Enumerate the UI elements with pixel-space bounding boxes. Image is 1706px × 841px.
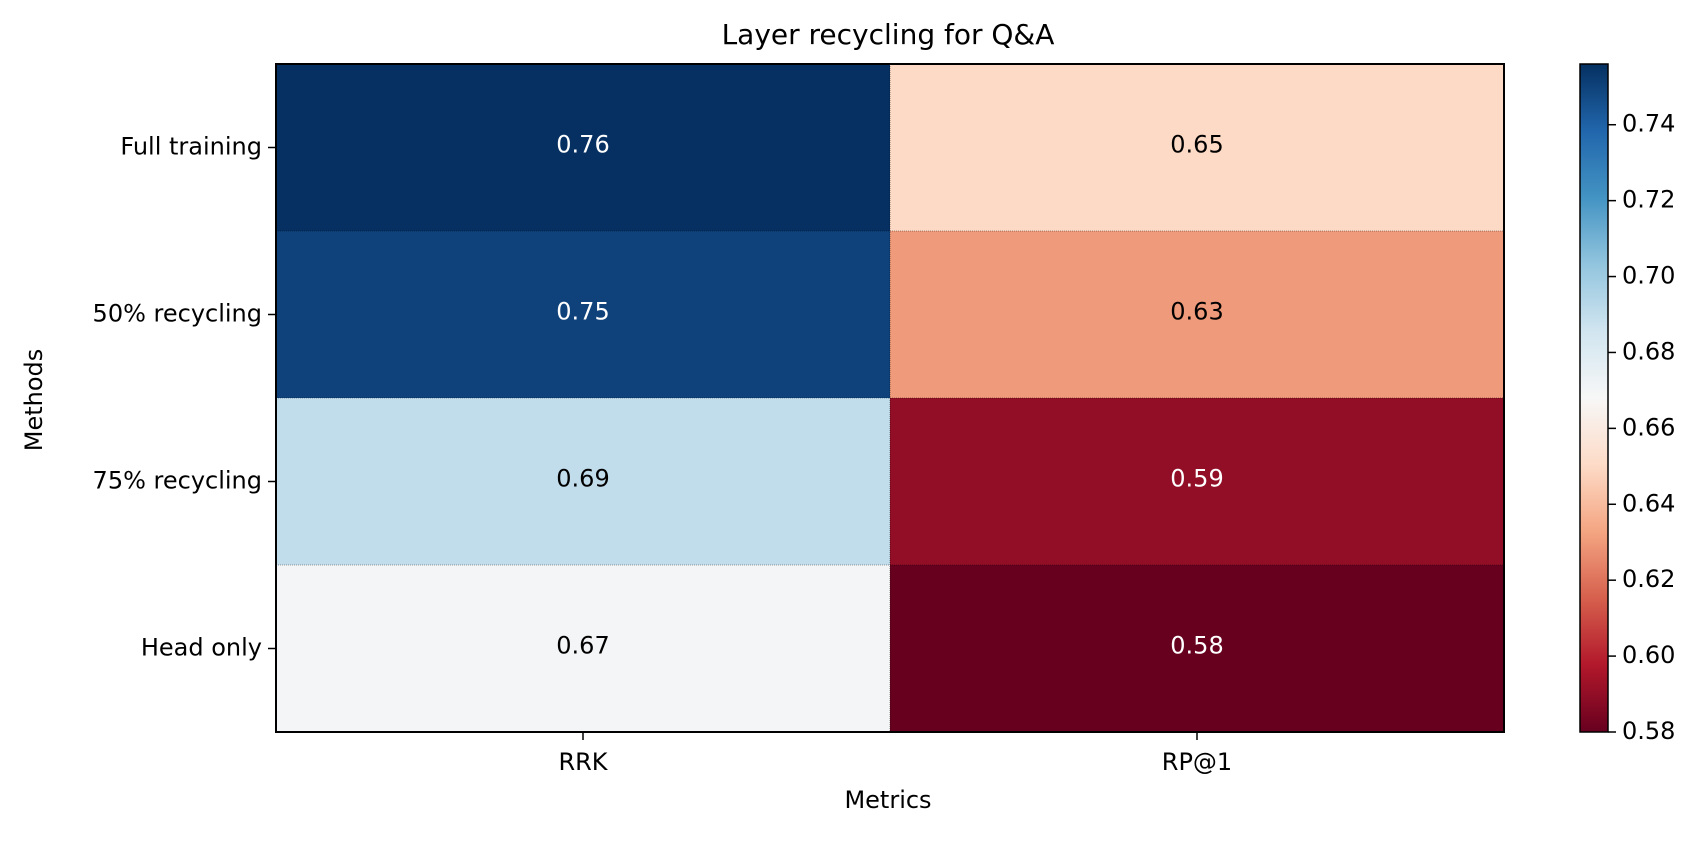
chart-title: Layer recycling for Q&A bbox=[722, 18, 1055, 51]
cell-value-label: 0.63 bbox=[1170, 298, 1223, 326]
y-tick-label: Full training bbox=[120, 133, 262, 161]
colorbar-tick-label: 0.64 bbox=[1622, 489, 1675, 517]
heatmap-cells bbox=[276, 64, 1505, 733]
cell-value-label: 0.69 bbox=[556, 465, 609, 493]
heatmap-cell bbox=[890, 64, 1505, 232]
colorbar-tick-label: 0.58 bbox=[1622, 717, 1675, 745]
cell-value-label: 0.67 bbox=[556, 632, 609, 660]
x-tick-label: RP@1 bbox=[1162, 748, 1232, 776]
colorbar-tick-label: 0.66 bbox=[1622, 413, 1675, 441]
cell-value-label: 0.65 bbox=[1170, 131, 1223, 159]
colorbar-tick-label: 0.72 bbox=[1622, 186, 1675, 214]
x-axis-label: Metrics bbox=[844, 786, 931, 814]
heatmap-cell bbox=[276, 398, 891, 566]
cell-value-label: 0.59 bbox=[1170, 465, 1223, 493]
y-tick-label: Head only bbox=[141, 634, 262, 662]
y-tick-label: 50% recycling bbox=[93, 300, 262, 328]
heatmap-value-labels: 0.76 0.65 0.75 0.63 0.69 0.59 0.67 0.58 bbox=[556, 131, 1223, 660]
colorbar: 0.58 0.60 0.62 0.64 0.66 0.68 0.70 0.72 0.74 bbox=[1579, 63, 1675, 745]
heatmap-cell bbox=[890, 231, 1505, 399]
colorbar-tick-label: 0.62 bbox=[1622, 565, 1675, 593]
plot-frame bbox=[275, 63, 1505, 733]
cell-value-label: 0.76 bbox=[556, 131, 609, 159]
heatmap-cell bbox=[276, 231, 891, 399]
cell-value-label: 0.75 bbox=[556, 298, 609, 326]
heatmap-cell bbox=[276, 565, 891, 733]
heatmap-axes: Full training 50% recycling 75% recycling H… bbox=[93, 63, 1505, 776]
colorbar-tick-label: 0.60 bbox=[1622, 641, 1675, 669]
colorbar-tick-label: 0.68 bbox=[1622, 337, 1675, 365]
heatmap-cell bbox=[276, 64, 891, 232]
y-tick-label: 75% recycling bbox=[93, 467, 262, 495]
colorbar-tick-label: 0.70 bbox=[1622, 262, 1675, 290]
heatmap-cell bbox=[890, 565, 1505, 733]
colorbar-frame bbox=[1579, 63, 1609, 733]
y-axis-label: Methods bbox=[20, 349, 48, 452]
x-tick-label: RRK bbox=[558, 748, 608, 776]
cell-value-label: 0.58 bbox=[1170, 632, 1223, 660]
colorbar-tick-label: 0.74 bbox=[1622, 110, 1675, 138]
heatmap-cell bbox=[890, 398, 1505, 566]
colorbar-gradient bbox=[1580, 64, 1608, 732]
